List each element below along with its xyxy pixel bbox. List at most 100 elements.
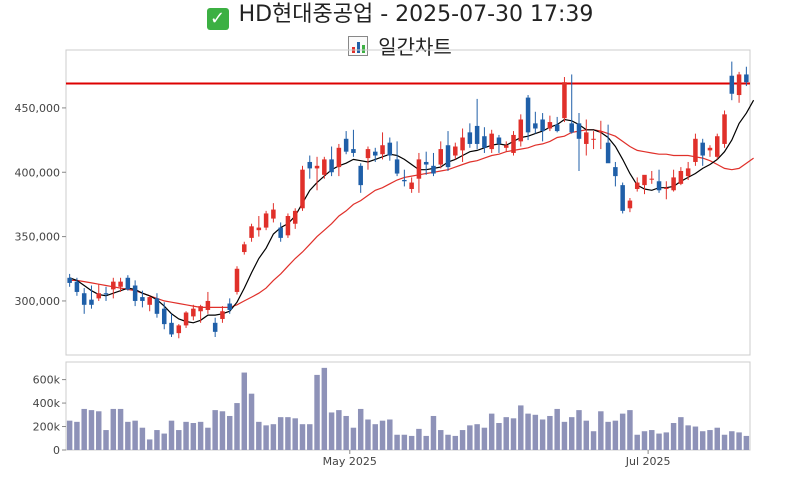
- volume-bar: [699, 431, 706, 450]
- candle-body: [634, 182, 640, 189]
- volume-bar: [481, 427, 488, 450]
- candle-body: [664, 187, 669, 189]
- price-y-tick-label: 350,000: [15, 231, 61, 244]
- volume-bar: [474, 424, 480, 450]
- volume-bar: [103, 430, 109, 450]
- candle-body: [649, 178, 655, 180]
- candle-body: [81, 293, 87, 305]
- volume-bar: [394, 434, 400, 450]
- candle-body: [627, 200, 633, 209]
- volume-bar: [612, 420, 619, 450]
- candle-body: [372, 151, 378, 156]
- volume-bar: [568, 417, 575, 450]
- volume-bar: [408, 435, 415, 450]
- volume-bar: [81, 408, 87, 450]
- candle-body: [263, 213, 269, 228]
- candle-body: [714, 136, 720, 157]
- candle-body: [540, 119, 545, 132]
- candle-body: [431, 165, 436, 174]
- candle-body: [300, 169, 305, 209]
- volume-bar: [576, 410, 582, 450]
- volume-bar: [154, 430, 160, 450]
- candle-body: [271, 209, 276, 219]
- volume-bar: [314, 374, 320, 450]
- volume-bar: [256, 421, 262, 450]
- volume-bar: [379, 420, 386, 450]
- candle-body: [358, 165, 363, 186]
- candle-body: [707, 147, 713, 151]
- volume-plot-frame: [65, 361, 751, 451]
- candle-body: [685, 168, 691, 177]
- volume-bar: [161, 433, 167, 450]
- candle-body: [74, 281, 80, 292]
- x-tick-label: May 2025: [323, 455, 377, 468]
- candle-body: [125, 277, 131, 290]
- candle-body: [234, 268, 240, 292]
- volume-y-tick-label: 0: [53, 444, 60, 457]
- candle-body: [220, 311, 225, 319]
- volume-bar: [401, 434, 408, 450]
- volume-y-tick-label: 400k: [33, 397, 61, 410]
- volume-bar: [634, 434, 640, 450]
- volume-bar: [387, 419, 393, 450]
- volume-y-tick-label: 600k: [33, 374, 61, 387]
- volume-bar: [248, 393, 255, 450]
- volume-bar: [88, 410, 95, 450]
- volume-bar: [438, 430, 444, 450]
- volume-bar: [96, 411, 102, 450]
- candle-body: [176, 325, 182, 334]
- candle-body: [489, 133, 494, 150]
- chart-subtitle-text: 일간차트: [378, 35, 452, 59]
- candle-body: [503, 145, 509, 148]
- candle-body: [402, 179, 407, 182]
- chart-title: ✓ HD현대중공업 - 2025-07-30 17:39: [0, 0, 800, 30]
- candle-body: [744, 74, 749, 83]
- volume-bar: [554, 408, 560, 450]
- volume-bar: [270, 424, 277, 450]
- volume-bar: [518, 405, 524, 450]
- volume-bar: [197, 421, 204, 450]
- moving-average-short-line: [69, 99, 755, 324]
- volume-bar: [605, 421, 611, 450]
- candle-body: [467, 132, 473, 144]
- candle-body: [562, 82, 567, 119]
- volume-bar: [430, 415, 437, 450]
- candle-body: [394, 159, 400, 174]
- volume-bar: [590, 431, 597, 450]
- volume-bar: [132, 420, 138, 450]
- volume-bar: [176, 430, 182, 450]
- volume-panel: 0 200k 400k 600k May 2025 Jul 2025: [33, 361, 751, 468]
- volume-bar: [496, 423, 502, 450]
- candle-body: [671, 177, 676, 191]
- volume-bar: [234, 403, 240, 450]
- candle-body: [438, 149, 444, 165]
- candle-body: [212, 322, 218, 332]
- volume-bar: [66, 420, 73, 450]
- candle-body: [132, 285, 138, 301]
- volume-bar: [299, 424, 306, 450]
- candle-body: [693, 138, 698, 162]
- candle-body: [249, 226, 254, 238]
- volume-bar: [459, 430, 466, 450]
- candle-body: [365, 149, 371, 159]
- volume-bar: [328, 412, 335, 450]
- price-y-tick-label: 400,000: [15, 166, 61, 179]
- candle-body: [242, 244, 247, 253]
- volume-bar: [423, 435, 429, 450]
- volume-bar: [532, 414, 539, 450]
- candle-body: [525, 97, 531, 133]
- candle-body: [482, 136, 487, 148]
- candle-body: [147, 297, 152, 305]
- price-plot-frame: [65, 49, 751, 356]
- price-y-tick-label: 300,000: [15, 295, 61, 308]
- candle-body: [227, 303, 232, 310]
- volume-bar: [561, 421, 568, 450]
- candle-body: [598, 131, 604, 133]
- volume-bar: [357, 408, 364, 450]
- volume-bar: [743, 435, 750, 450]
- candle-body: [613, 167, 618, 177]
- candle-body: [416, 159, 422, 179]
- candle-body: [198, 306, 203, 312]
- check-mark-icon: ✓: [206, 8, 229, 30]
- candle-body: [642, 174, 647, 186]
